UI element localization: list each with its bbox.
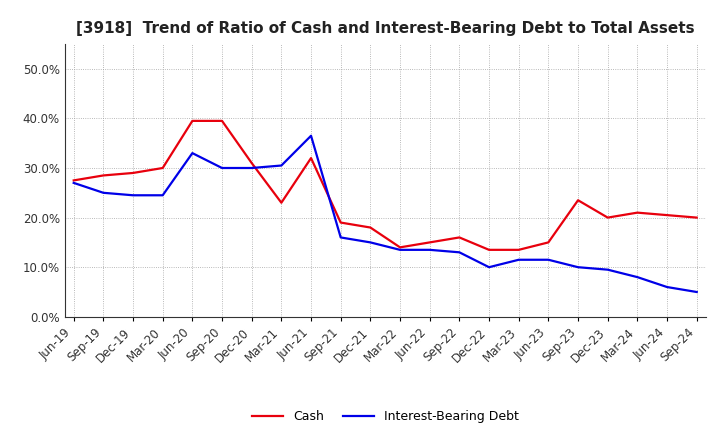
Interest-Bearing Debt	[662, 284, 671, 290]
Interest-Bearing Debt	[426, 247, 434, 253]
Cash	[277, 200, 286, 205]
Line: Interest-Bearing Debt: Interest-Bearing Debt	[73, 136, 697, 292]
Interest-Bearing Debt	[514, 257, 523, 262]
Interest-Bearing Debt	[188, 150, 197, 156]
Cash	[574, 198, 582, 203]
Cash	[455, 235, 464, 240]
Cash	[307, 155, 315, 161]
Cash	[129, 170, 138, 176]
Cash	[366, 225, 374, 230]
Cash	[248, 161, 256, 166]
Cash	[336, 220, 345, 225]
Cash	[158, 165, 167, 171]
Interest-Bearing Debt	[544, 257, 553, 262]
Interest-Bearing Debt	[485, 264, 493, 270]
Interest-Bearing Debt	[69, 180, 78, 186]
Cash	[99, 173, 108, 178]
Cash	[426, 240, 434, 245]
Interest-Bearing Debt	[158, 193, 167, 198]
Interest-Bearing Debt	[603, 267, 612, 272]
Cash	[662, 213, 671, 218]
Legend: Cash, Interest-Bearing Debt: Cash, Interest-Bearing Debt	[247, 405, 523, 428]
Interest-Bearing Debt	[99, 190, 108, 195]
Interest-Bearing Debt	[129, 193, 138, 198]
Cash	[396, 245, 405, 250]
Interest-Bearing Debt	[307, 133, 315, 139]
Interest-Bearing Debt	[455, 249, 464, 255]
Line: Cash: Cash	[73, 121, 697, 250]
Interest-Bearing Debt	[366, 240, 374, 245]
Cash	[603, 215, 612, 220]
Interest-Bearing Debt	[248, 165, 256, 171]
Cash	[633, 210, 642, 215]
Interest-Bearing Debt	[396, 247, 405, 253]
Interest-Bearing Debt	[336, 235, 345, 240]
Cash	[69, 178, 78, 183]
Title: [3918]  Trend of Ratio of Cash and Interest-Bearing Debt to Total Assets: [3918] Trend of Ratio of Cash and Intere…	[76, 21, 695, 36]
Interest-Bearing Debt	[574, 264, 582, 270]
Interest-Bearing Debt	[277, 163, 286, 168]
Interest-Bearing Debt	[693, 290, 701, 295]
Interest-Bearing Debt	[633, 275, 642, 280]
Interest-Bearing Debt	[217, 165, 226, 171]
Cash	[188, 118, 197, 124]
Cash	[485, 247, 493, 253]
Cash	[514, 247, 523, 253]
Cash	[217, 118, 226, 124]
Cash	[693, 215, 701, 220]
Cash	[544, 240, 553, 245]
